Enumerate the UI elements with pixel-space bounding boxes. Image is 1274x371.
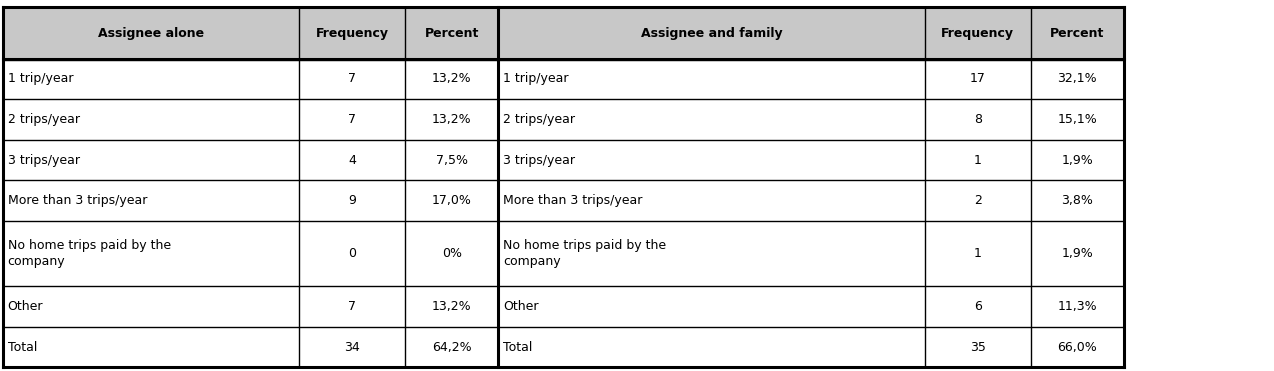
Bar [405,286,498,327]
Bar [925,180,1031,221]
Bar [1031,327,1124,367]
Text: Other: Other [503,300,539,313]
Text: 64,2%: 64,2% [432,341,471,354]
Bar [1031,7,1124,59]
Text: More than 3 trips/year: More than 3 trips/year [8,194,147,207]
Bar [498,59,925,99]
Text: 0: 0 [348,247,357,260]
Text: 6: 6 [973,300,982,313]
Text: 1: 1 [973,154,982,167]
Text: 1,9%: 1,9% [1061,154,1093,167]
Bar [3,286,299,327]
Bar [498,221,925,286]
Bar [498,7,925,59]
Text: 0%: 0% [442,247,461,260]
Bar [299,221,405,286]
Bar [299,59,405,99]
Text: 13,2%: 13,2% [432,300,471,313]
Bar [1031,286,1124,327]
Text: Percent: Percent [1050,26,1105,40]
Text: 15,1%: 15,1% [1057,113,1097,126]
Bar [498,140,925,180]
Text: 9: 9 [348,194,357,207]
Bar [1031,59,1124,99]
Text: Total: Total [8,341,37,354]
Bar [299,140,405,180]
Text: 13,2%: 13,2% [432,113,471,126]
Text: 8: 8 [973,113,982,126]
Text: 13,2%: 13,2% [432,72,471,85]
Text: More than 3 trips/year: More than 3 trips/year [503,194,642,207]
Text: Frequency: Frequency [941,26,1014,40]
Bar [498,99,925,140]
Bar [299,7,405,59]
Text: 17,0%: 17,0% [432,194,471,207]
Text: 1 trip/year: 1 trip/year [8,72,73,85]
Bar [498,180,925,221]
Bar [498,327,925,367]
Text: 2: 2 [973,194,982,207]
Text: 1 trip/year: 1 trip/year [503,72,568,85]
Bar [925,221,1031,286]
Text: 3 trips/year: 3 trips/year [8,154,80,167]
Bar [3,59,299,99]
Bar [405,99,498,140]
Text: 11,3%: 11,3% [1057,300,1097,313]
Text: Frequency: Frequency [316,26,389,40]
Bar [1031,99,1124,140]
Bar [405,59,498,99]
Bar [1031,221,1124,286]
Text: No home trips paid by the
company: No home trips paid by the company [503,239,666,268]
Text: 4: 4 [348,154,357,167]
Text: 66,0%: 66,0% [1057,341,1097,354]
Text: 17: 17 [970,72,986,85]
Bar [405,140,498,180]
Bar [299,180,405,221]
Bar [925,327,1031,367]
Text: 35: 35 [970,341,986,354]
Text: 32,1%: 32,1% [1057,72,1097,85]
Text: 2 trips/year: 2 trips/year [503,113,576,126]
Text: 7,5%: 7,5% [436,154,468,167]
Bar [925,59,1031,99]
Text: 3 trips/year: 3 trips/year [503,154,576,167]
Text: No home trips paid by the
company: No home trips paid by the company [8,239,171,268]
Bar [405,7,498,59]
Text: Other: Other [8,300,43,313]
Text: Percent: Percent [424,26,479,40]
Text: 7: 7 [348,72,357,85]
Bar [3,327,299,367]
Text: 34: 34 [344,341,361,354]
Text: Assignee and family: Assignee and family [641,26,782,40]
Bar [405,180,498,221]
Text: Assignee alone: Assignee alone [98,26,204,40]
Bar [405,221,498,286]
Bar [1031,140,1124,180]
Text: 1,9%: 1,9% [1061,247,1093,260]
Bar [299,99,405,140]
Bar [3,221,299,286]
Text: 3,8%: 3,8% [1061,194,1093,207]
Bar [925,7,1031,59]
Bar [299,327,405,367]
Text: Total: Total [503,341,533,354]
Bar [3,180,299,221]
Bar [299,286,405,327]
Text: 2 trips/year: 2 trips/year [8,113,80,126]
Text: 1: 1 [973,247,982,260]
Bar [3,7,299,59]
Bar [925,286,1031,327]
Bar [1031,180,1124,221]
Bar [925,99,1031,140]
Bar [405,327,498,367]
Text: 7: 7 [348,113,357,126]
Bar [3,140,299,180]
Text: 7: 7 [348,300,357,313]
Bar [925,140,1031,180]
Bar [3,99,299,140]
Bar [498,286,925,327]
